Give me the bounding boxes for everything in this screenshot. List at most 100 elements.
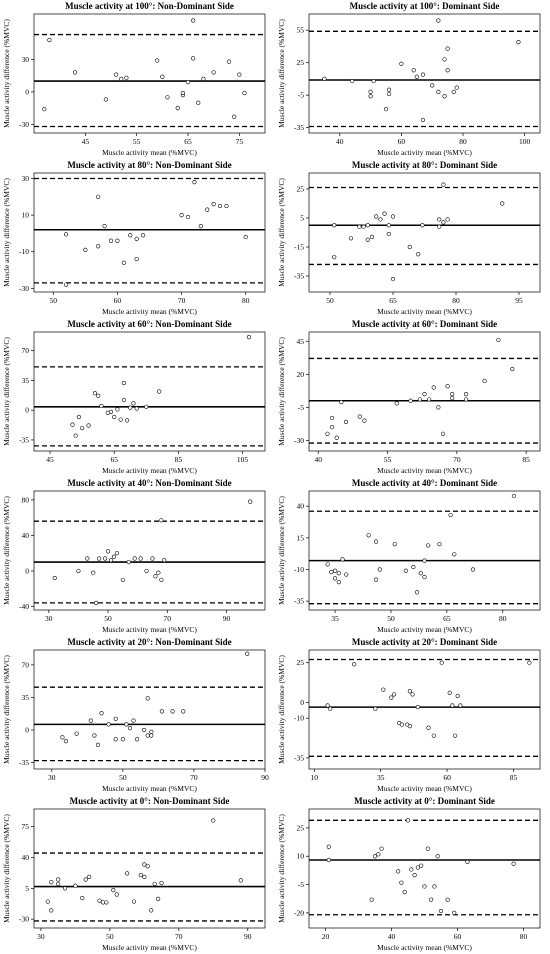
data-point [131, 899, 137, 904]
data-point [56, 881, 61, 887]
data-point [431, 385, 436, 390]
data-point [408, 398, 413, 403]
x-tick-label: 45 [82, 137, 90, 146]
data-point [352, 662, 357, 667]
data-point [511, 861, 516, 866]
data-point [145, 733, 150, 738]
x-axis-label: Muscle activity mean (%MVC) [377, 784, 472, 793]
x-tick-label: 50 [119, 773, 127, 782]
data-point [361, 224, 366, 229]
data-point [371, 78, 376, 84]
x-tick-label: 85 [522, 455, 530, 464]
y-tick-label: -20 [294, 908, 304, 917]
data-point [516, 40, 521, 45]
plot-frame [308, 172, 541, 293]
y-tick-label: 40 [22, 531, 30, 540]
x-axis-label: Muscle activity mean (%MVC) [102, 466, 197, 475]
data-point [119, 76, 124, 82]
data-point [49, 880, 54, 885]
y-tick-label: 0 [25, 406, 29, 415]
data-point [394, 401, 399, 406]
data-point [410, 692, 415, 697]
y-tick-label: -5 [298, 91, 304, 100]
data-point [445, 217, 450, 222]
x-axis-label: Muscle activity mean (%MVC) [102, 148, 197, 157]
data-point [153, 574, 158, 579]
data-point [152, 881, 157, 887]
data-point [405, 818, 411, 823]
data-point [340, 557, 345, 562]
y-tick-label: 15 [297, 533, 305, 542]
data-point [180, 90, 185, 96]
x-tick-label: 85 [510, 773, 518, 782]
chart-title: Muscle activity at 100°: Dominant Side [350, 1, 500, 11]
data-point [411, 564, 416, 570]
data-point [86, 423, 91, 428]
y-tick-label: 80 [22, 495, 30, 504]
data-point [441, 182, 446, 187]
data-point [362, 418, 367, 423]
x-tick-label: 60 [398, 137, 406, 146]
x-tick-label: 105 [237, 455, 249, 464]
data-point [87, 874, 92, 879]
data-point [439, 660, 444, 665]
data-point [431, 733, 436, 738]
y-tick-label: 5 [300, 213, 304, 222]
y-tick-label: -30 [19, 120, 29, 129]
x-tick-label: 80 [499, 614, 507, 623]
data-point [165, 95, 170, 100]
data-point [465, 859, 470, 864]
data-point [104, 900, 109, 905]
data-point [170, 709, 175, 714]
y-axis-label: Muscle activity difference (%MVC) [277, 178, 286, 287]
y-tick-label: -35 [294, 123, 304, 132]
plot-frame [33, 172, 266, 293]
data-point [329, 425, 335, 430]
data-point [511, 493, 517, 499]
x-axis-label: Muscle activity mean (%MVC) [102, 943, 197, 952]
y-tick-label: 10 [22, 211, 30, 220]
data-point [496, 337, 501, 343]
data-point [91, 570, 96, 575]
x-tick-label: 50 [326, 296, 334, 305]
y-axis-label: Muscle activity difference (%MVC) [277, 814, 286, 923]
x-tick-label: 60 [454, 932, 462, 941]
plot-frame [308, 808, 541, 929]
x-tick-label: 40 [314, 455, 322, 464]
data-point [62, 886, 68, 891]
data-point [156, 570, 161, 575]
data-point [458, 703, 463, 708]
data-point [378, 217, 383, 222]
x-tick-label: 70 [190, 773, 198, 782]
plot-frame [33, 649, 266, 770]
data-point [415, 705, 420, 710]
data-point [42, 107, 47, 112]
data-point [322, 76, 327, 82]
x-tick-label: 90 [244, 932, 252, 941]
data-point [179, 213, 184, 218]
data-point [102, 223, 107, 229]
data-point [452, 552, 457, 557]
data-point [329, 415, 335, 421]
data-point [445, 384, 450, 389]
data-point [140, 233, 146, 238]
chart-title: Muscle activity at 20°: Non-Dominant Sid… [67, 637, 231, 647]
data-point [85, 556, 90, 561]
data-point [450, 703, 455, 708]
data-point [52, 575, 57, 581]
x-tick-label: 70 [164, 614, 172, 623]
data-point [238, 878, 243, 883]
data-point [482, 378, 487, 384]
data-point [447, 690, 452, 695]
data-point [72, 70, 78, 75]
data-point [159, 518, 164, 523]
data-point [386, 231, 391, 237]
data-point [73, 883, 78, 888]
data-point [150, 556, 155, 561]
data-point [373, 706, 378, 711]
data-point [76, 568, 81, 574]
scatter-chart: Muscle activity at 60°: Dominant Side 40 5… [277, 319, 541, 475]
data-point [437, 542, 442, 547]
y-axis-label: Muscle activity difference (%MVC) [277, 337, 286, 446]
